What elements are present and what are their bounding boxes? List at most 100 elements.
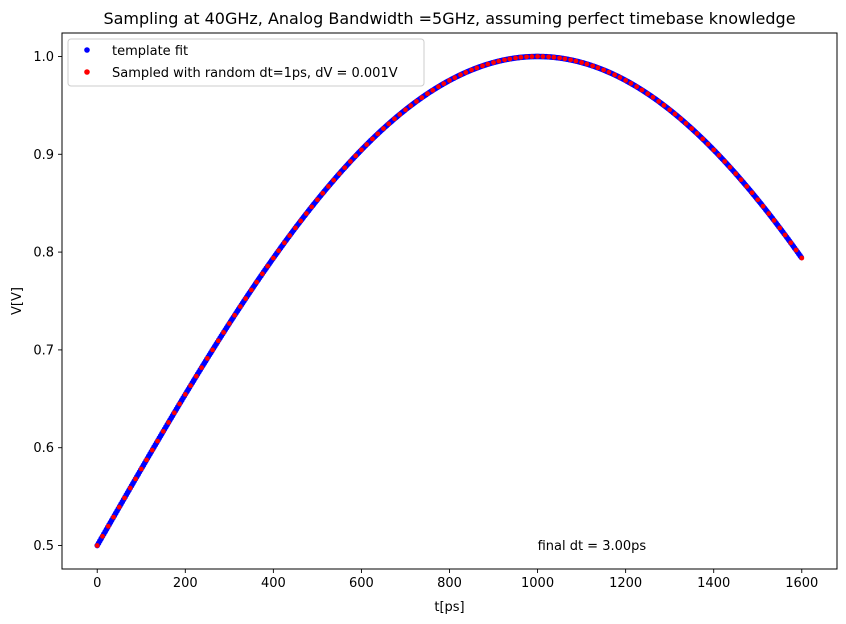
sampled-point [100,533,105,539]
sampled-point [463,70,469,75]
sampled-point [601,67,607,73]
sampled-point [331,177,337,183]
sampled-point [623,78,629,83]
sampled-point [755,197,761,203]
sampled-point [540,54,546,59]
sampled-point [749,190,755,196]
sampled-point [281,240,287,246]
x-tick-label: 1600 [785,576,818,591]
sampled-point [447,78,452,83]
sampled-point [436,84,441,90]
sampled-point [656,98,662,104]
sampled-point [799,255,805,261]
x-tick-label: 1000 [521,576,554,591]
sampled-point [287,233,293,238]
sampled-point [766,211,772,216]
sampled-point [292,225,298,231]
sampled-point [105,523,111,529]
sampled-point [215,338,221,344]
sampled-point [138,466,144,472]
sampled-point [678,116,684,122]
y-tick-label: 0.7 [33,343,54,358]
sampled-point [348,159,353,164]
sampled-point [353,153,359,159]
sampled-point [237,304,243,309]
sampled-point [513,55,518,61]
sampled-point [370,136,375,142]
y-tick-label: 0.8 [33,246,54,261]
sampled-point [221,330,227,335]
sampled-point [694,131,700,136]
legend-marker-template-fit [84,47,90,53]
sampled-point [546,54,551,60]
sampled-point [133,476,138,482]
sampled-point [568,57,573,63]
sampled-point [171,410,177,416]
sampled-point [788,240,794,246]
sampled-point [689,126,695,131]
sampled-point [270,255,276,261]
sampled-point [403,107,408,113]
sampled-point [491,60,496,65]
sampled-point [265,263,271,269]
y-tick-label: 0.6 [33,441,54,456]
sampled-point [259,271,265,277]
sampled-point [188,383,193,389]
sampled-point [276,248,282,254]
sampled-point [562,56,568,62]
x-tick-label: 1400 [697,576,730,591]
sampled-point [584,61,590,67]
sampled-point [727,164,733,170]
sampled-point [672,111,678,117]
sampled-point [595,65,601,71]
sampled-point [535,54,540,59]
sampled-point [716,152,722,158]
sampled-point [210,347,215,353]
sampled-point [469,67,474,73]
sampled-point [606,69,612,75]
sampled-point [303,211,309,216]
sampled-point [705,141,711,147]
sampled-point [667,107,673,113]
sampled-point [232,312,238,318]
sampled-point [557,55,562,61]
sampled-point [480,63,485,69]
sampled-point [320,190,326,196]
legend-label-template-fit: template fit [112,44,188,59]
sampled-point [243,296,249,301]
x-tick-label: 1200 [609,576,642,591]
x-tick-label: 400 [261,576,286,591]
sampled-point [645,91,651,97]
sampled-point [738,177,744,183]
sampled-point [485,61,491,67]
sampled-point [204,355,210,361]
sampled-point [177,401,182,407]
sampled-point [458,72,463,78]
sampled-point [502,57,507,63]
sampled-point [386,121,392,127]
sampled-point [111,514,116,520]
legend-box [67,38,425,87]
sampled-point [793,247,799,253]
points-layer [94,53,805,549]
sampled-point [160,428,166,434]
y-axis-label: V[V] [10,287,25,315]
sampled-point [392,116,397,122]
sampled-point [314,197,320,203]
sampled-point [116,504,122,510]
sampled-point [364,142,370,147]
sampled-point [199,365,204,371]
sampled-point [441,81,447,86]
x-tick-label: 200 [173,576,198,591]
sampled-point [474,65,480,71]
sampled-point [127,485,133,491]
sampled-point [573,58,579,64]
sampled-point [342,165,348,171]
sampled-point [634,84,640,90]
sampled-point [381,126,386,131]
x-tick-label: 0 [93,576,101,591]
x-axis-label: t[ps] [434,600,464,615]
sampled-point [782,232,788,238]
